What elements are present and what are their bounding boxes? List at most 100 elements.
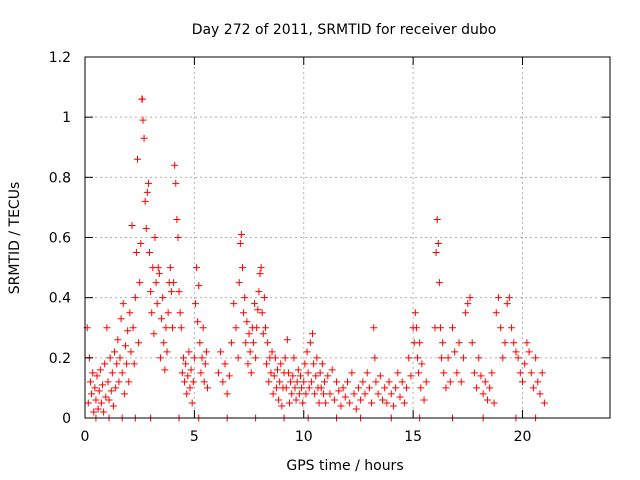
grid-lines bbox=[85, 57, 610, 418]
data-point bbox=[239, 264, 246, 272]
data-point bbox=[254, 306, 262, 314]
data-point bbox=[359, 378, 367, 386]
data-point bbox=[436, 324, 444, 332]
data-point bbox=[124, 327, 132, 335]
data-point bbox=[160, 339, 168, 347]
data-point bbox=[374, 390, 382, 398]
data-point bbox=[370, 324, 378, 332]
data-point bbox=[118, 369, 126, 377]
data-point bbox=[486, 384, 494, 392]
x-tick-label: 20 bbox=[514, 429, 532, 445]
data-point bbox=[156, 354, 164, 362]
data-point bbox=[299, 399, 307, 407]
data-point bbox=[479, 390, 487, 398]
data-point bbox=[412, 324, 420, 332]
data-point bbox=[102, 393, 110, 401]
data-point bbox=[178, 369, 186, 377]
data-point bbox=[151, 234, 159, 241]
data-point bbox=[84, 399, 92, 407]
data-point bbox=[148, 309, 156, 317]
data-point bbox=[200, 378, 208, 386]
data-point bbox=[117, 315, 125, 323]
data-point bbox=[451, 348, 459, 356]
data-point bbox=[258, 309, 266, 317]
data-point bbox=[246, 348, 254, 356]
data-point bbox=[153, 300, 161, 308]
data-point bbox=[92, 396, 100, 404]
data-point bbox=[251, 300, 259, 308]
data-point bbox=[174, 234, 182, 241]
data-point bbox=[470, 369, 478, 377]
data-point bbox=[97, 399, 105, 407]
data-point bbox=[529, 384, 537, 392]
data-point bbox=[121, 342, 129, 350]
data-point bbox=[161, 366, 169, 374]
data-point bbox=[123, 360, 131, 368]
data-point bbox=[188, 399, 196, 407]
data-point bbox=[277, 360, 285, 368]
data-point bbox=[86, 378, 94, 386]
data-point bbox=[139, 116, 147, 124]
data-point bbox=[540, 399, 548, 407]
data-point bbox=[444, 354, 452, 362]
data-point bbox=[283, 336, 291, 344]
data-point bbox=[177, 324, 185, 332]
data-point bbox=[270, 372, 278, 380]
data-point bbox=[91, 384, 99, 392]
data-point bbox=[282, 384, 290, 392]
data-point bbox=[322, 399, 330, 407]
data-point bbox=[387, 390, 395, 398]
data-point bbox=[182, 360, 190, 368]
data-point bbox=[114, 336, 122, 344]
data-point bbox=[129, 324, 137, 332]
data-point bbox=[243, 318, 251, 326]
data-point bbox=[457, 378, 465, 386]
data-point bbox=[134, 155, 141, 163]
data-point bbox=[199, 324, 207, 332]
data-point bbox=[357, 396, 365, 404]
data-point bbox=[321, 378, 329, 386]
data-point bbox=[120, 390, 128, 398]
data-point bbox=[505, 294, 513, 302]
data-point bbox=[235, 279, 243, 287]
data-point bbox=[176, 309, 184, 317]
data-point bbox=[101, 360, 109, 368]
data-point bbox=[372, 378, 380, 386]
data-point bbox=[350, 390, 358, 398]
data-point bbox=[344, 378, 351, 386]
data-point bbox=[264, 339, 272, 347]
data-point bbox=[475, 354, 483, 362]
data-point bbox=[93, 372, 101, 380]
data-point bbox=[381, 384, 389, 392]
data-point bbox=[379, 396, 386, 404]
data-point bbox=[333, 378, 341, 386]
data-point bbox=[287, 378, 295, 386]
data-point bbox=[221, 360, 229, 368]
data-point bbox=[305, 384, 313, 392]
data-point bbox=[289, 372, 297, 380]
data-point bbox=[106, 354, 114, 362]
data-point bbox=[88, 390, 96, 398]
data-point bbox=[107, 387, 115, 395]
data-point bbox=[317, 384, 325, 392]
data-point bbox=[252, 354, 260, 362]
data-point bbox=[196, 339, 204, 347]
data-point bbox=[352, 405, 360, 413]
data-point bbox=[330, 396, 338, 404]
data-point bbox=[105, 396, 113, 404]
data-point bbox=[442, 384, 450, 392]
data-point bbox=[304, 369, 312, 377]
data-point bbox=[503, 300, 511, 308]
data-point bbox=[146, 249, 154, 257]
x-tick-label: 15 bbox=[404, 429, 422, 445]
data-point bbox=[257, 264, 265, 272]
data-point bbox=[407, 372, 415, 380]
data-point bbox=[346, 399, 354, 407]
y-axis-label: SRMTID / TECUs bbox=[7, 182, 23, 295]
data-point bbox=[175, 288, 183, 296]
data-point bbox=[519, 378, 526, 386]
data-point bbox=[128, 221, 136, 229]
data-point bbox=[312, 372, 320, 380]
data-point bbox=[315, 399, 323, 407]
data-point bbox=[368, 399, 376, 407]
